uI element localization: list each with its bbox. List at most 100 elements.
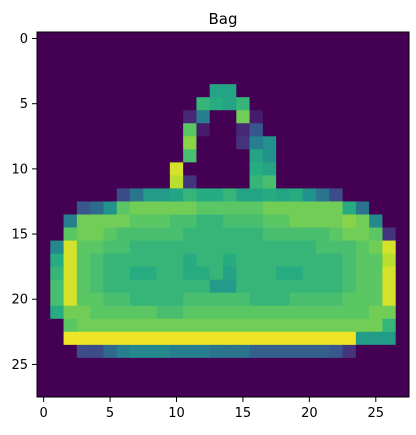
heatmap-cell (355, 383, 370, 398)
heatmap-cell (196, 279, 211, 294)
heatmap-cell (355, 266, 370, 281)
heatmap-cell (37, 344, 51, 359)
heatmap-cell (289, 318, 304, 333)
heatmap-cell (143, 84, 157, 98)
heatmap-cell (329, 279, 343, 294)
heatmap-cell (76, 175, 91, 189)
heatmap-cell (143, 110, 157, 124)
heatmap-cell (196, 357, 211, 372)
heatmap-cell (209, 32, 224, 46)
heatmap-cell (50, 227, 64, 241)
heatmap-cell (130, 201, 144, 215)
heatmap-cell (130, 214, 144, 228)
heatmap-cell (302, 318, 317, 333)
heatmap-cell (342, 266, 357, 281)
heatmap-cell (143, 71, 157, 85)
heatmap-cell (156, 227, 171, 241)
heatmap-cell (262, 305, 277, 320)
heatmap-cell (223, 201, 237, 215)
heatmap-cell (289, 58, 304, 72)
heatmap-cell (169, 71, 184, 85)
heatmap-cell (276, 149, 290, 163)
heatmap-cell (63, 71, 78, 85)
heatmap-cell (196, 214, 211, 228)
heatmap-cell (76, 370, 91, 385)
heatmap-cell (169, 279, 184, 294)
heatmap-cell (302, 162, 317, 176)
heatmap-cell (169, 162, 184, 176)
heatmap-cell (369, 175, 383, 189)
heatmap-cell (249, 383, 264, 398)
heatmap-cell (355, 162, 370, 176)
heatmap-cell (223, 292, 237, 307)
heatmap-cell (276, 344, 290, 359)
heatmap-cell (249, 84, 264, 98)
heatmap-cell (143, 136, 157, 150)
heatmap-cell (395, 84, 410, 98)
heatmap-cell (169, 45, 184, 59)
heatmap-cell (116, 292, 131, 307)
heatmap-cell (289, 279, 304, 294)
heatmap-cell (63, 110, 78, 124)
heatmap-cell (169, 357, 184, 372)
heatmap-cell (90, 240, 104, 255)
heatmap-cell (103, 331, 118, 346)
heatmap-cell (196, 136, 211, 150)
heatmap-cell (183, 253, 197, 268)
heatmap-cell (156, 292, 171, 307)
heatmap-cell (130, 71, 144, 85)
heatmap-cell (90, 136, 104, 150)
heatmap-cell (116, 71, 131, 85)
heatmap-cell (276, 84, 290, 98)
heatmap-cell (103, 279, 118, 294)
heatmap-cell (37, 32, 51, 46)
heatmap-cell (329, 318, 343, 333)
heatmap-cell (236, 279, 250, 294)
heatmap-cell (382, 305, 397, 320)
heatmap-cell (316, 188, 330, 202)
heatmap-cell (130, 110, 144, 124)
heatmap-cell (342, 188, 357, 202)
heatmap-cell (156, 201, 171, 215)
heatmap-cell (329, 253, 343, 268)
heatmap-cell (249, 227, 264, 241)
heatmap-cell (103, 45, 118, 59)
x-tick-label: 25 (368, 406, 385, 421)
heatmap-cell (196, 253, 211, 268)
heatmap-cell (262, 32, 277, 46)
heatmap-cell (355, 240, 370, 255)
heatmap-cell (143, 188, 157, 202)
heatmap-cell (209, 227, 224, 241)
heatmap-cell (143, 45, 157, 59)
heatmap-cell (276, 188, 290, 202)
heatmap-cell (276, 214, 290, 228)
heatmap-cell (196, 331, 211, 346)
heatmap-cell (116, 357, 131, 372)
heatmap-cell (169, 188, 184, 202)
heatmap-cell (63, 318, 78, 333)
heatmap-cell (90, 45, 104, 59)
heatmap-cell (382, 214, 397, 228)
heatmap-cell (63, 240, 78, 255)
heatmap-cell (223, 214, 237, 228)
heatmap-cell (249, 58, 264, 72)
heatmap-cell (209, 149, 224, 163)
heatmap-cell (209, 97, 224, 111)
heatmap-cell (316, 344, 330, 359)
heatmap-cell (183, 331, 197, 346)
heatmap-cell (209, 370, 224, 385)
heatmap-cell (289, 357, 304, 372)
heatmap-cell (236, 318, 250, 333)
heatmap-cell (355, 32, 370, 46)
heatmap-cell (249, 149, 264, 163)
heatmap-cell (116, 84, 131, 98)
heatmap-cell (316, 331, 330, 346)
heatmap-cell (329, 227, 343, 241)
heatmap-cell (76, 344, 91, 359)
heatmap-cell (355, 84, 370, 98)
heatmap-cell (76, 279, 91, 294)
heatmap-cell (276, 45, 290, 59)
heatmap-cell (262, 84, 277, 98)
heatmap-cell (316, 214, 330, 228)
heatmap-cell (355, 344, 370, 359)
